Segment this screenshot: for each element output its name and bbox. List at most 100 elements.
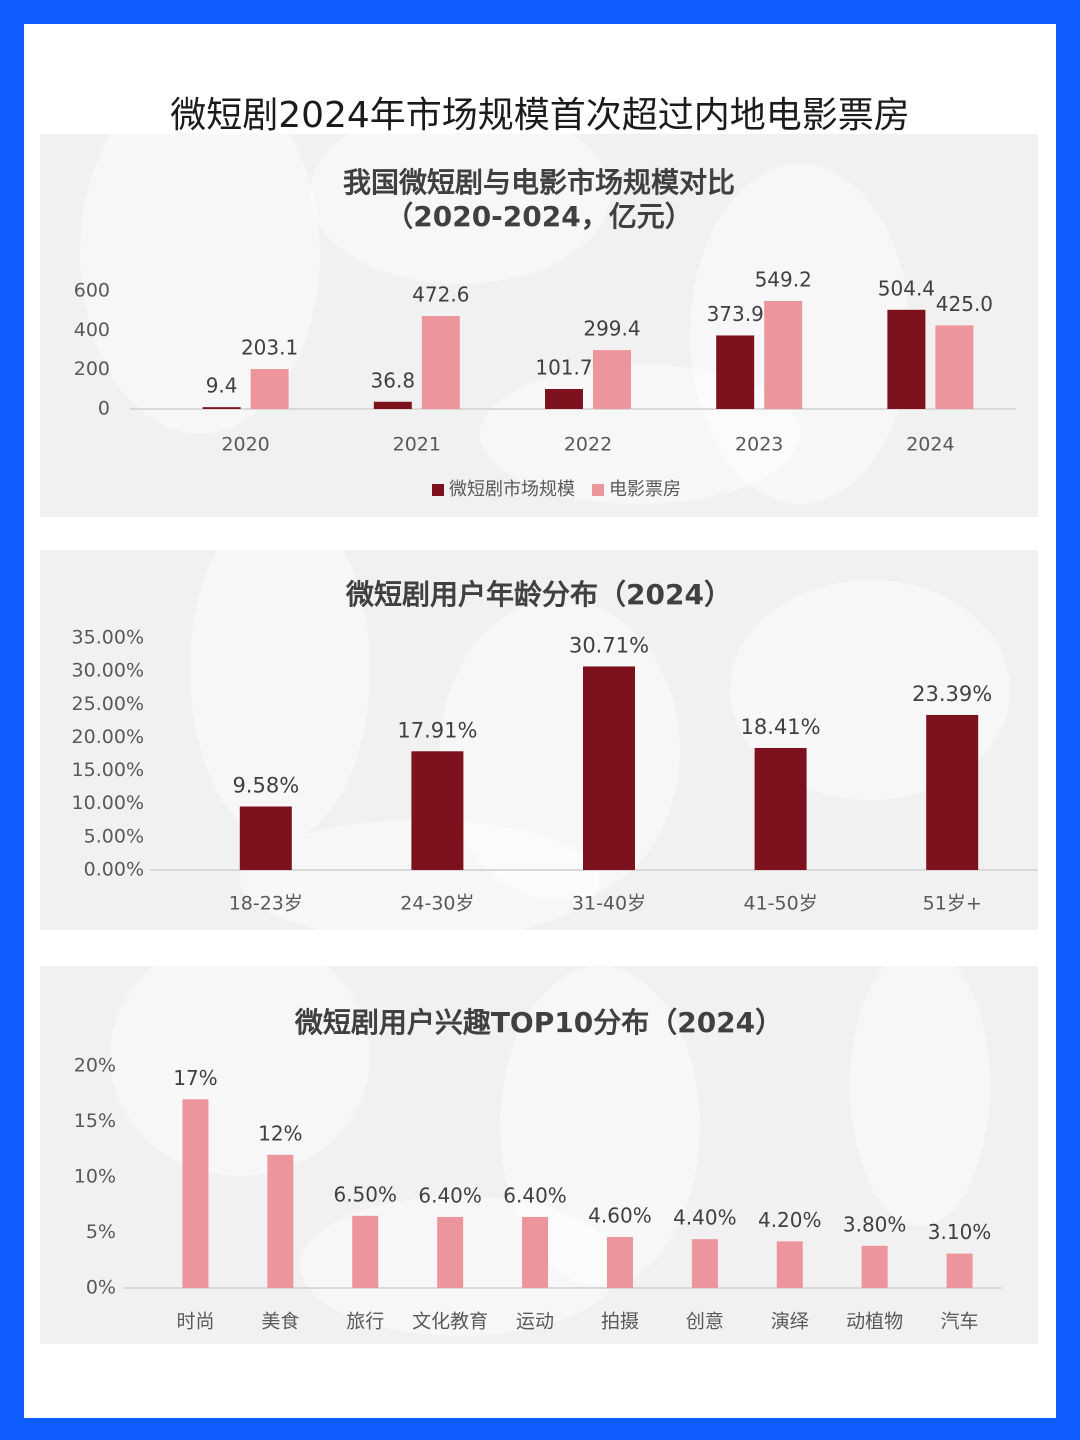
legend-label: 微短剧市场规模: [449, 479, 575, 500]
legend-swatch: [432, 484, 444, 496]
bar-micro-drama: [887, 309, 926, 409]
page-title: 微短剧2024年市场规模首次超过内地电影票房: [170, 95, 910, 136]
background-blob: [110, 966, 370, 1176]
bar-value: [522, 1216, 549, 1288]
x-tick-label: 31-40岁: [572, 893, 646, 915]
bar-value: [754, 747, 807, 870]
x-tick-label: 24-30岁: [400, 893, 474, 915]
bar-value: [437, 1216, 464, 1288]
x-tick-label: 2024: [906, 434, 954, 456]
y-tick-label: 35.00%: [72, 627, 144, 649]
data-label: 4.20%: [758, 1208, 822, 1232]
x-tick-label: 文化教育: [412, 1311, 488, 1333]
data-label: 9.4: [206, 374, 238, 398]
x-tick-label: 创意: [686, 1311, 724, 1333]
bar-micro-drama: [545, 388, 583, 409]
data-label: 3.80%: [843, 1212, 907, 1236]
y-tick-label: 0%: [86, 1277, 116, 1299]
bar-box-office: [764, 300, 803, 409]
chart-title: 微短剧用户年龄分布（2024）: [345, 578, 732, 611]
x-tick-label: 动植物: [846, 1311, 903, 1333]
x-tick-label: 18-23岁: [229, 893, 303, 915]
y-tick-label: 15.00%: [72, 759, 144, 781]
bar-value: [239, 806, 292, 870]
data-label: 101.7: [535, 355, 592, 379]
x-tick-label: 旅行: [346, 1311, 384, 1333]
y-tick-label: 200: [74, 358, 110, 380]
data-label: 373.9: [707, 302, 764, 326]
bar-value: [776, 1241, 803, 1288]
bar-value: [352, 1215, 379, 1288]
data-label: 3.10%: [928, 1220, 992, 1244]
data-label: 9.58%: [232, 773, 299, 797]
interest-top10-chart: 微短剧用户兴趣TOP10分布（2024） 0% 5% 10% 15% 20% 时尚 17% 美食…: [74, 966, 1002, 1336]
bar-box-office: [935, 325, 974, 409]
y-tick-label: 600: [74, 280, 110, 302]
page-frame: 微短剧2024年市场规模首次超过内地电影票房 我国微短剧与电影市场规模对比 （20…: [24, 24, 1056, 1418]
data-label: 203.1: [241, 336, 298, 360]
bar-value: [411, 751, 464, 870]
background-blob: [240, 820, 600, 930]
bar-value: [606, 1236, 633, 1288]
chart-title: （2020-2024，亿元）: [385, 200, 692, 233]
x-tick-label: 2021: [393, 434, 441, 456]
bar-value: [267, 1154, 294, 1288]
legend-label: 电影票房: [609, 479, 681, 500]
data-label: 17%: [173, 1066, 217, 1090]
chart-title: 我国微短剧与电影市场规模对比: [343, 166, 735, 199]
market-size-chart: 我国微短剧与电影市场规模对比（2020-2024，亿元） 0 200 400 600 20…: [74, 134, 1016, 504]
y-tick-label: 15%: [74, 1110, 116, 1132]
interest-top10-chart-panel: 微短剧用户兴趣TOP10分布（2024） 0% 5% 10% 15% 20% 时尚 17% 美食…: [40, 966, 1038, 1344]
data-label: 36.8: [371, 368, 416, 392]
y-tick-label: 5%: [86, 1221, 116, 1243]
market-size-chart-panel: 我国微短剧与电影市场规模对比 （2020-2024，亿元） 0 200 400 600 20…: [40, 134, 1038, 517]
bar-box-office: [250, 369, 289, 409]
x-tick-label: 2022: [564, 434, 612, 456]
data-label: 549.2: [755, 267, 812, 291]
chart-title: 微短剧用户兴趣TOP10分布（2024）: [294, 1006, 783, 1039]
background-blob: [190, 550, 370, 840]
x-tick-label: 51岁+: [923, 893, 982, 915]
bar-value: [946, 1253, 973, 1288]
y-tick-label: 5.00%: [84, 825, 144, 847]
data-label: 6.50%: [333, 1182, 397, 1206]
bar-box-office: [421, 316, 460, 409]
data-label: 30.71%: [569, 633, 649, 657]
legend-swatch: [592, 484, 604, 496]
y-tick-label: 0: [98, 398, 110, 420]
data-label: 299.4: [583, 317, 640, 341]
background-blob: [500, 966, 700, 1286]
data-label: 18.41%: [741, 715, 821, 739]
y-tick-label: 400: [74, 319, 110, 341]
y-tick-label: 0.00%: [84, 859, 144, 881]
bar-value: [583, 666, 635, 870]
x-tick-label: 41-50岁: [743, 893, 817, 915]
x-tick-label: 运动: [516, 1311, 554, 1333]
bar-value: [926, 714, 979, 870]
y-tick-label: 20.00%: [72, 726, 144, 748]
bar-value: [861, 1245, 888, 1288]
background-blob: [310, 134, 610, 284]
bar-micro-drama: [373, 401, 412, 409]
data-label: 6.40%: [418, 1183, 482, 1207]
y-tick-label: 10%: [74, 1166, 116, 1188]
bar-micro-drama: [202, 407, 241, 409]
data-label: 12%: [258, 1121, 302, 1145]
data-label: 6.40%: [503, 1183, 567, 1207]
x-tick-label: 演绎: [771, 1311, 809, 1333]
data-label: 4.40%: [673, 1206, 737, 1230]
x-tick-label: 拍摄: [601, 1311, 639, 1333]
data-label: 4.60%: [588, 1203, 652, 1227]
background-blob: [850, 966, 990, 1226]
y-tick-label: 25.00%: [72, 693, 144, 715]
x-tick-label: 时尚: [176, 1311, 214, 1333]
data-label: 472.6: [412, 283, 469, 307]
data-label: 425.0: [936, 292, 993, 316]
data-label: 23.39%: [912, 682, 992, 706]
data-label: 504.4: [878, 276, 935, 300]
y-tick-label: 20%: [74, 1055, 116, 1077]
y-tick-label: 30.00%: [72, 660, 144, 682]
bar-value: [182, 1099, 209, 1288]
x-tick-label: 2020: [221, 434, 269, 456]
age-distribution-chart: 微短剧用户年龄分布（2024） 0.00% 5.00% 10.00% 15.00% 20.…: [72, 550, 1038, 930]
